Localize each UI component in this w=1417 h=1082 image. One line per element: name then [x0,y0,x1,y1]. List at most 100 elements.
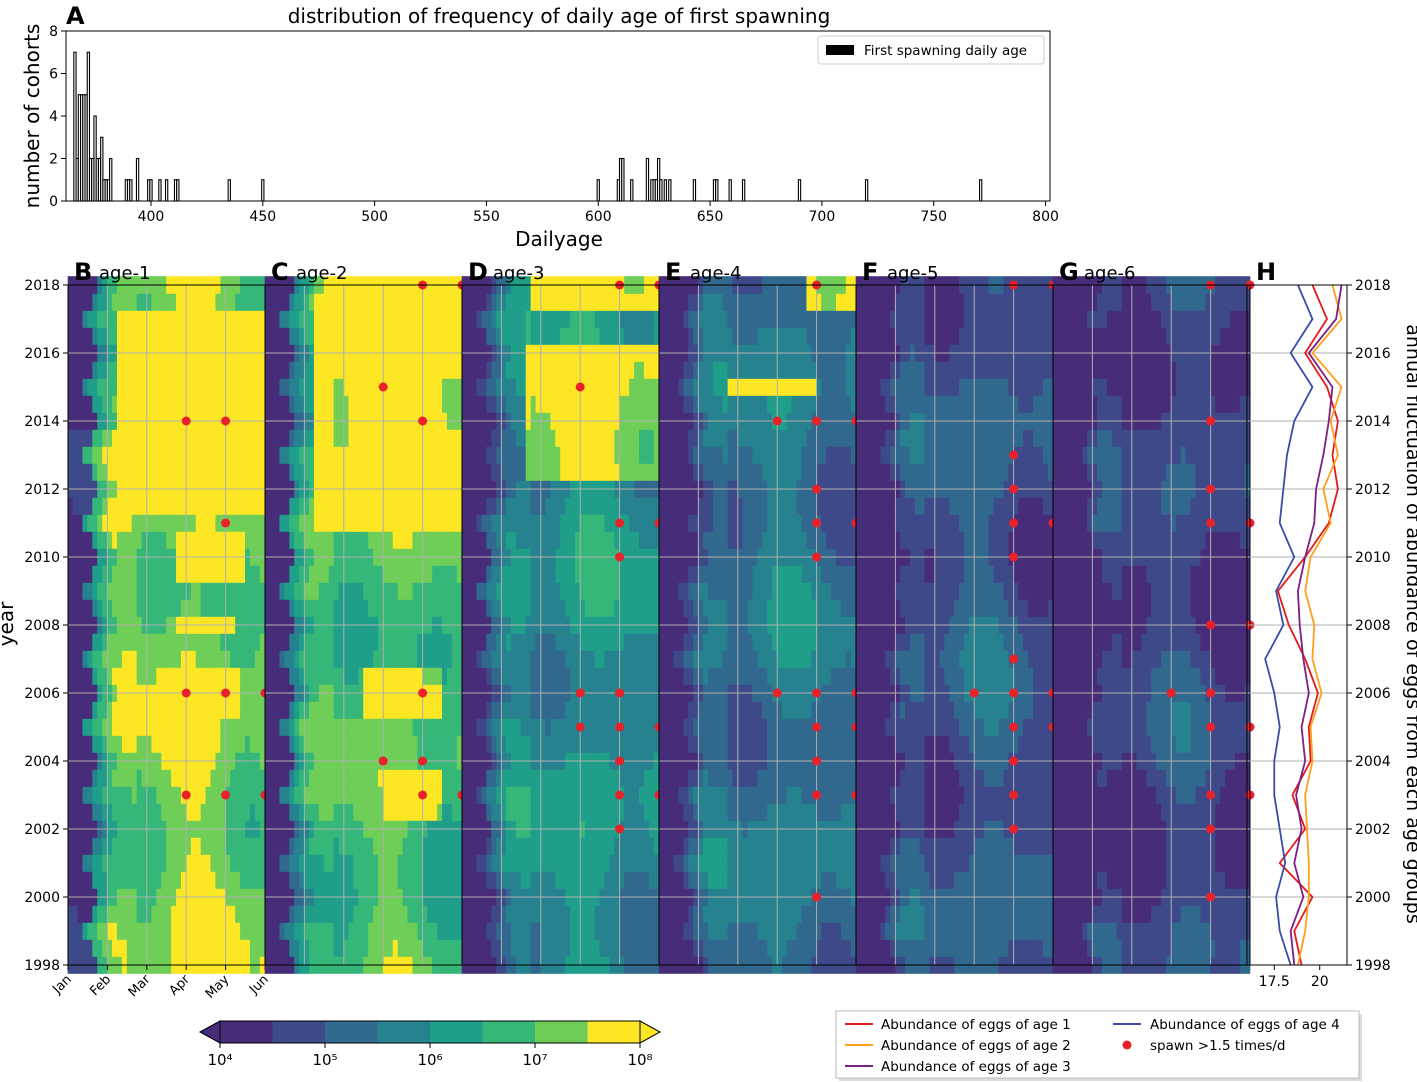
heatmap-cell [82,769,88,787]
heatmap-cell [161,463,167,481]
heatmap-cell [314,922,320,940]
heatmap-cell [201,905,207,923]
heatmap-cell [412,378,418,396]
heatmap-cell [87,429,93,447]
heatmap-cell [87,718,93,736]
heatmap-cell [117,378,123,396]
heatmap-cell [151,429,157,447]
heatmap-cell [82,735,88,753]
heatmap-cell [467,310,473,328]
heatmap-cell [585,633,591,651]
heatmap-cell [220,667,226,685]
heatmap-cell [378,361,384,379]
heatmap-cell [275,667,281,685]
heatmap-cell [600,378,606,396]
heatmap-cell [649,939,655,957]
heatmap-cell [590,803,596,821]
heatmap-cell [526,531,532,549]
heatmap-cell [486,582,492,600]
heatmap-cell [348,633,354,651]
heatmap-cell [368,565,374,583]
heatmap-cell [206,803,212,821]
heatmap-cell [452,446,458,464]
heatmap-cell [560,378,566,396]
heatmap-cell [68,650,74,668]
heatmap-cell [373,361,379,379]
heatmap-cell [186,735,192,753]
heatmap-cell [541,531,547,549]
heatmap-cell [161,718,167,736]
heatmap-cell [186,361,192,379]
heatmap-cell [240,599,246,617]
heatmap-cell [649,565,655,583]
heatmap-cell [447,514,453,532]
heatmap-cell [255,310,261,328]
heatmap-cell [506,939,512,957]
heatmap-cell [132,803,138,821]
heatmap-cell [521,497,527,515]
heatmap-cell [649,378,655,396]
heatmap-cell [639,803,645,821]
heatmap-cell [220,837,226,855]
heatmap-cell [78,327,84,345]
heatmap-cell [536,361,542,379]
heatmap-cell [491,361,497,379]
heatmap-cell [472,565,478,583]
heatmap-cell [191,565,197,583]
heatmap-cell [629,565,635,583]
heatmap-cell [368,667,374,685]
heatmap-cell [654,565,660,583]
heatmap-cell [230,378,236,396]
heatmap-cell [560,803,566,821]
heatmap-cell [609,922,615,940]
heatmap-cell [437,922,443,940]
heatmap-cell [112,837,118,855]
heatmap-y-tick-label: 2018 [24,278,60,294]
heatmap-cell [531,378,537,396]
heatmap-cell [299,514,305,532]
heatmap-cell [412,837,418,855]
heatmap-cell [639,786,645,804]
heatmap-cell [107,650,113,668]
heatmap-cell [176,531,182,549]
heatmap-cell [161,769,167,787]
heatmap-cell [97,871,103,889]
heatmap-cell [408,429,414,447]
heatmap-cell [476,701,482,719]
heatmap-cell [142,769,148,787]
heatmap-cell [235,327,241,345]
heatmap-cell [358,395,364,413]
heatmap-cell [358,327,364,345]
heatmap-cell [388,378,394,396]
heatmap-cell [531,395,537,413]
heatmap-cell [260,599,266,617]
heatmap-cell [363,293,369,311]
heatmap-cell [78,701,84,719]
heatmap-cell [654,599,660,617]
heatmap-cell [87,769,93,787]
heatmap-cell [156,497,162,515]
heatmap-cell [240,871,246,889]
heatmap-cell [467,395,473,413]
heatmap-cell [393,531,399,549]
heatmap-cell [442,599,448,617]
spawn-marker [418,417,427,426]
heatmap-cell [73,361,79,379]
heatmap-cell [117,939,123,957]
heatmap-cell [147,786,153,804]
heatmap-cell [117,310,123,328]
heatmap-cell [491,718,497,736]
heatmap-cell [634,735,640,753]
heatmap-cell [580,565,586,583]
heatmap-cell [122,463,128,481]
histogram-bar [150,180,152,201]
heatmap-cell [565,599,571,617]
heatmap-cell [496,854,502,872]
heatmap-cell [447,463,453,481]
heatmap-cell [68,718,74,736]
heatmap-cell [521,531,527,549]
heatmap-cell [344,718,350,736]
heatmap-cell [92,531,98,549]
heatmap-cell [565,633,571,651]
heatmap-cell [132,378,138,396]
